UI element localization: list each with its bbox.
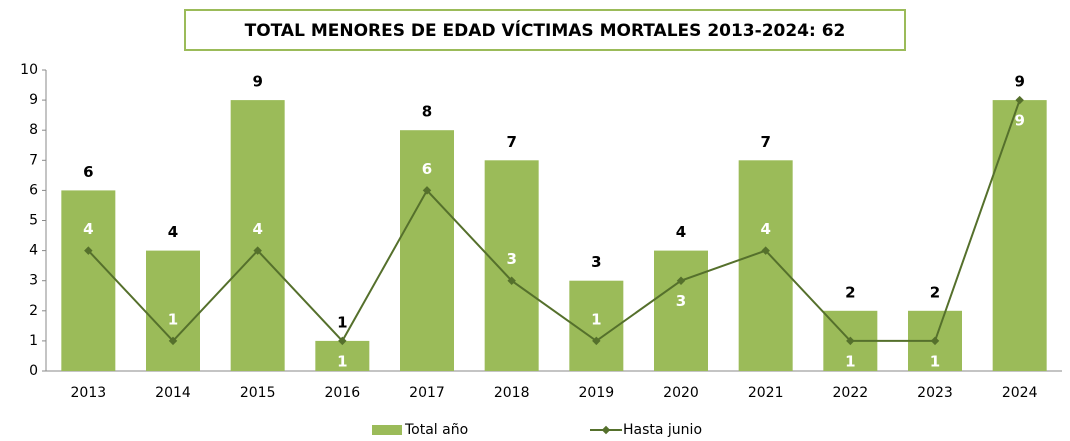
line-marker: [592, 336, 601, 346]
x-tick-label: 2020: [663, 385, 699, 401]
x-tick-label: 2014: [155, 385, 191, 401]
legend-swatch: [372, 425, 402, 435]
data-label: 7: [506, 133, 516, 151]
legend-label: Total año: [404, 422, 468, 438]
bar: [569, 280, 624, 371]
data-label: 4: [676, 223, 686, 241]
x-tick-label: 2018: [494, 385, 530, 401]
line-marker: [168, 336, 178, 346]
title-box: [184, 9, 906, 51]
y-tick-label: 5: [29, 213, 38, 229]
data-label: 8: [422, 103, 432, 121]
data-label: 3: [506, 250, 516, 268]
y-tick-label: 8: [29, 122, 38, 138]
y-tick-label: 7: [29, 152, 38, 168]
data-label: 4: [760, 220, 770, 238]
data-label: 9: [252, 73, 262, 91]
x-tick-label: 2015: [240, 385, 276, 401]
data-label: 2: [845, 283, 855, 301]
data-label: 4: [168, 223, 178, 241]
data-label: 6: [422, 160, 432, 178]
bar: [230, 100, 285, 371]
data-label: 1: [591, 310, 601, 328]
line-marker: [84, 246, 93, 255]
line-marker: [253, 246, 262, 255]
line-marker: [676, 276, 686, 285]
bar: [654, 250, 708, 371]
data-label: 9: [1014, 112, 1024, 130]
data-label: 3: [676, 292, 686, 310]
line-marker: [422, 186, 432, 195]
data-label: 1: [930, 352, 940, 370]
data-label: 1: [845, 352, 855, 370]
y-tick-label: 0: [29, 363, 38, 379]
bar: [400, 130, 454, 371]
data-label: 4: [252, 220, 262, 238]
line-marker: [846, 336, 855, 346]
data-label: 2: [930, 283, 940, 301]
x-tick-label: 2024: [1002, 385, 1038, 401]
line-marker: [507, 276, 516, 285]
x-tick-label: 2013: [71, 385, 107, 401]
line-marker: [338, 336, 347, 346]
y-tick-label: 10: [20, 62, 38, 78]
bar: [61, 190, 116, 371]
bar: [992, 100, 1047, 371]
y-tick-label: 9: [29, 92, 38, 108]
data-label: 9: [1014, 73, 1024, 91]
x-tick-label: 2022: [833, 385, 869, 401]
data-label: 3: [591, 253, 601, 271]
y-tick-label: 4: [29, 243, 38, 259]
y-tick-label: 6: [29, 182, 38, 198]
bar: [484, 160, 539, 371]
bar: [315, 340, 370, 371]
chart-title: TOTAL MENORES DE EDAD VÍCTIMAS MORTALES …: [245, 19, 846, 41]
bar: [738, 160, 793, 371]
x-tick-label: 2017: [409, 385, 445, 401]
data-label: 7: [760, 133, 770, 151]
line-marker: [930, 336, 940, 346]
legend-marker: [601, 425, 611, 435]
data-label: 4: [83, 220, 93, 238]
y-tick-label: 2: [29, 303, 38, 319]
y-tick-label: 3: [29, 273, 38, 289]
data-label: 1: [337, 313, 347, 331]
y-tick-label: 1: [29, 333, 38, 349]
data-label: 1: [168, 310, 178, 328]
line: [87, 99, 1021, 343]
data-label: 1: [337, 352, 347, 370]
x-tick-label: 2019: [579, 385, 615, 401]
x-tick-label: 2021: [748, 385, 784, 401]
data-label: 6: [83, 163, 93, 181]
x-tick-label: 2016: [325, 385, 361, 401]
x-tick-label: 2023: [917, 385, 953, 401]
legend-label: Hasta junio: [623, 422, 702, 438]
bar: [146, 250, 200, 371]
